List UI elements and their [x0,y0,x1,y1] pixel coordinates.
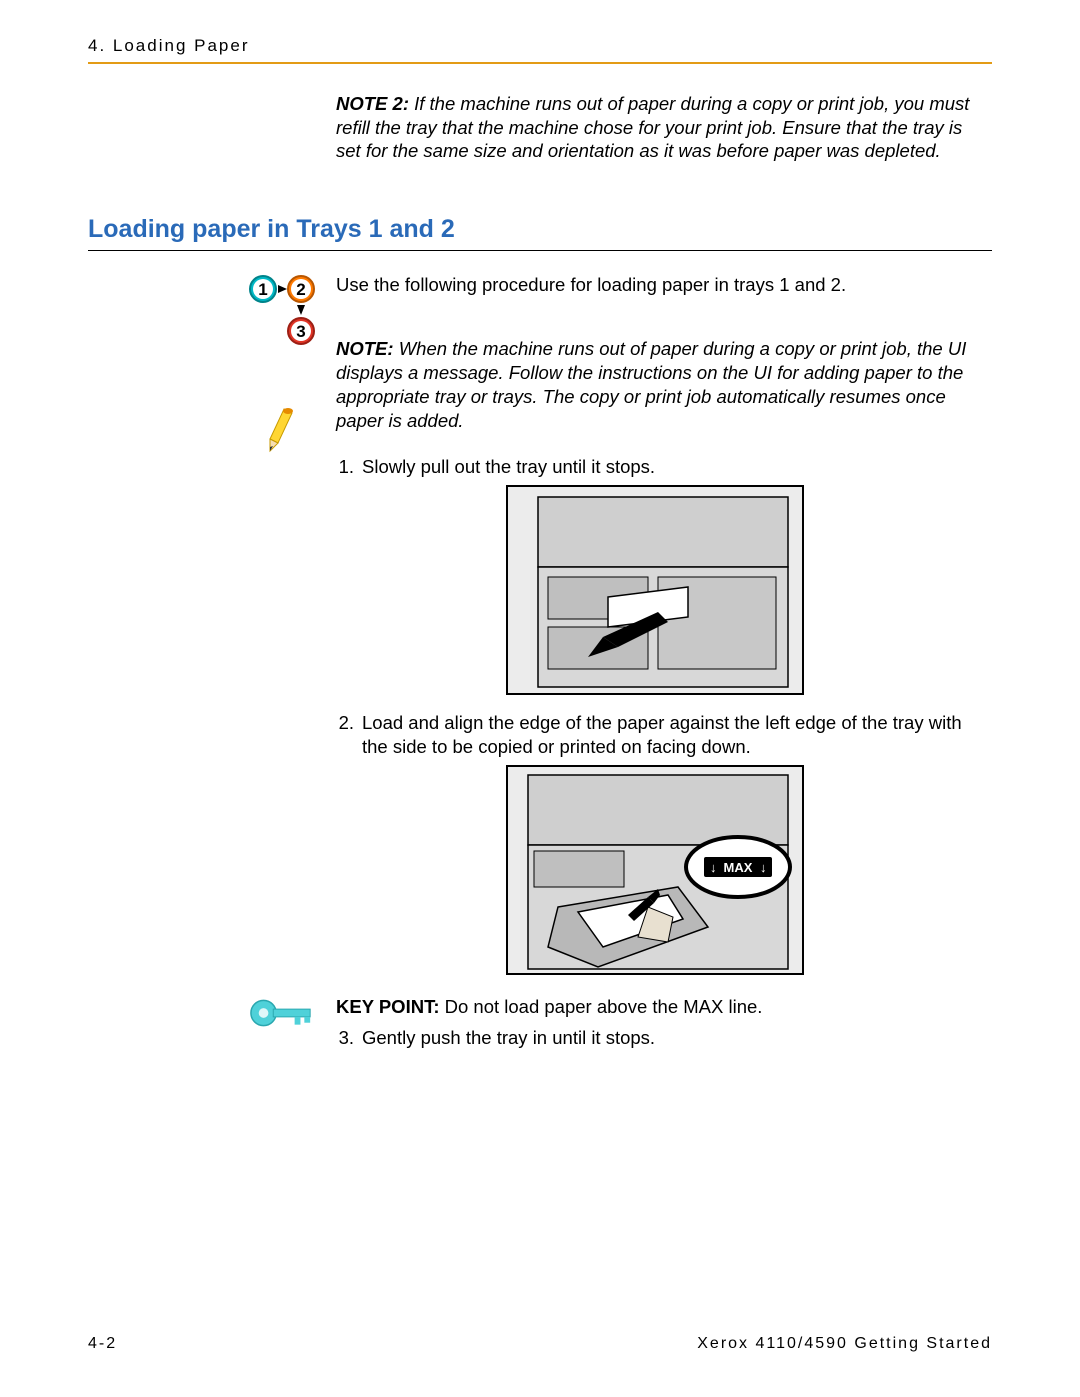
note2-label: NOTE 2: [336,93,409,114]
footer-page: 4-2 [88,1335,117,1353]
step-3: 3. Gently push the tray in until it stop… [336,1026,974,1051]
step-1-text: Slowly pull out the tray until it stops. [362,455,974,479]
svg-text:↓: ↓ [760,860,767,875]
svg-text:MAX: MAX [724,860,753,875]
header-rule [88,62,992,64]
step-3-text: Gently push the tray in until it stops. [362,1026,974,1051]
step-1-num: 1. [336,455,362,479]
svg-text:3: 3 [296,322,305,341]
note2-block: NOTE 2: If the machine runs out of paper… [336,92,974,163]
keypoint-label: KEY POINT: [336,996,439,1017]
section-title: Loading paper in Trays 1 and 2 [88,215,992,244]
footer-doc: Xerox 4110/4590 Getting Started [697,1335,992,1353]
figure-2: MAX ↓ ↓ [506,765,804,975]
breadcrumb: 4. Loading Paper [88,36,992,62]
step-3-num: 3. [336,1026,362,1051]
svg-text:2: 2 [296,280,305,299]
keypoint-text: Do not load paper above the MAX line. [445,996,763,1017]
footer: 4-2 Xerox 4110/4590 Getting Started [88,1335,992,1353]
section-rule [88,250,992,251]
keypoint-line: KEY POINT: Do not load paper above the M… [336,995,974,1020]
svg-text:↓: ↓ [710,860,717,875]
note-inner-block: NOTE: When the machine runs out of paper… [336,337,974,433]
svg-text:1: 1 [258,280,267,299]
step-2: 2. Load and align the edge of the paper … [336,711,974,759]
pencil-icon [262,407,302,457]
step-1: 1. Slowly pull out the tray until it sto… [336,455,974,479]
note-inner-text: When the machine runs out of paper durin… [336,338,966,431]
step-2-num: 2. [336,711,362,759]
key-icon [248,995,316,1031]
step-2-text: Load and align the edge of the paper aga… [362,711,974,759]
figure-1 [506,485,804,695]
note2-text: If the machine runs out of paper during … [336,93,969,161]
note-inner-label: NOTE: [336,338,394,359]
intro-text: Use the following procedure for loading … [336,273,974,297]
steps-123-icon: 1 2 3 [249,275,315,347]
